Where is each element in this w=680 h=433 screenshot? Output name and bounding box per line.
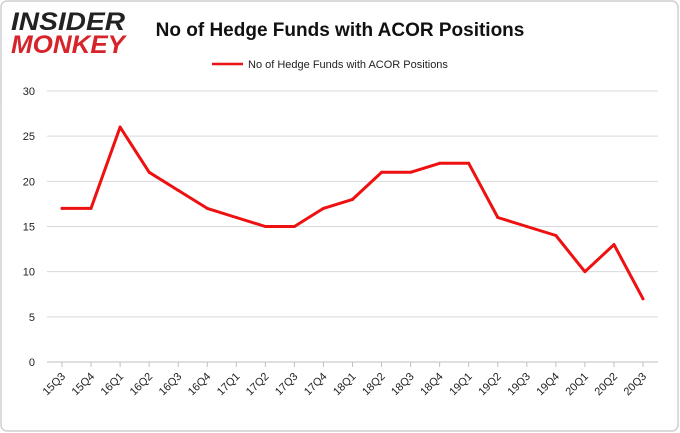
data-point-20Q2: [612, 243, 616, 247]
y-tick-label: 10: [23, 267, 35, 279]
logo-line-1: INSIDER: [11, 8, 125, 36]
data-point-15Q4: [89, 206, 93, 210]
data-point-17Q1: [234, 215, 238, 219]
data-point-18Q4: [438, 161, 442, 165]
data-point-19Q2: [496, 215, 500, 219]
y-tick-label: 25: [23, 131, 35, 143]
y-tick-label: 5: [29, 312, 35, 324]
y-tick-label: 30: [23, 86, 35, 98]
chart-title: No of Hedge Funds with ACOR Positions: [156, 20, 525, 41]
legend: No of Hedge Funds with ACOR Positions: [212, 59, 448, 71]
data-point-19Q3: [525, 225, 529, 228]
data-point-19Q1: [467, 161, 471, 165]
y-tick-label: 15: [23, 222, 35, 234]
y-tick-label: 0: [29, 357, 35, 369]
data-point-18Q2: [380, 170, 384, 174]
data-point-17Q3: [292, 225, 296, 228]
data-point-20Q3: [641, 297, 645, 301]
data-point-18Q1: [351, 197, 354, 201]
data-point-18Q3: [409, 170, 413, 174]
insider-monkey-logo: INSIDER MONKEY: [11, 8, 127, 59]
series-layer: [60, 125, 645, 301]
legend-label: No of Hedge Funds with ACOR Positions: [248, 59, 448, 71]
data-point-17Q2: [263, 225, 267, 228]
data-point-16Q3: [176, 188, 180, 192]
grid-lines: [47, 90, 658, 363]
logo-line-2: MONKEY: [11, 31, 127, 59]
y-axis: 0 5 10 15 20 25 30: [23, 86, 35, 369]
data-point-17Q4: [321, 206, 325, 210]
data-point-16Q4: [205, 206, 209, 210]
data-point-19Q4: [554, 234, 558, 238]
data-point-16Q1: [118, 125, 122, 129]
data-point-16Q2: [147, 170, 151, 174]
data-point-15Q3: [60, 206, 64, 210]
y-tick-label: 20: [23, 176, 35, 188]
data-point-20Q1: [583, 270, 587, 274]
